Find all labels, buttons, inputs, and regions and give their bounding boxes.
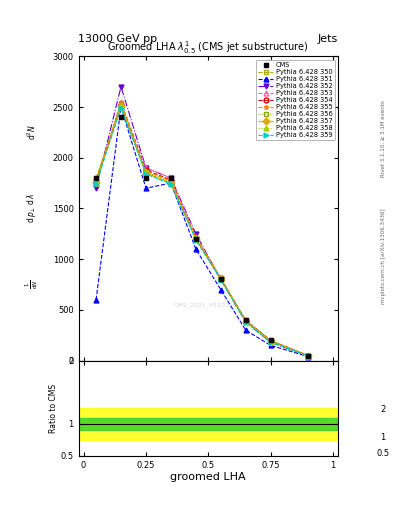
Text: 13000 GeV pp: 13000 GeV pp (78, 33, 158, 44)
Text: $\frac{1}{\mathrm{d}N}$: $\frac{1}{\mathrm{d}N}$ (24, 280, 40, 289)
Title: Groomed LHA $\lambda^{1}_{0.5}$ (CMS jet substructure): Groomed LHA $\lambda^{1}_{0.5}$ (CMS jet… (108, 39, 309, 56)
X-axis label: groomed LHA: groomed LHA (171, 472, 246, 482)
Text: $\mathrm{d}\,p_\perp\,\mathrm{d}\,\lambda$: $\mathrm{d}\,p_\perp\,\mathrm{d}\,\lambd… (26, 194, 39, 223)
Y-axis label: Ratio to CMS: Ratio to CMS (49, 383, 58, 433)
Bar (79, 408, 338, 440)
Text: Jets: Jets (318, 33, 338, 44)
Text: 1: 1 (380, 433, 386, 442)
Text: 2: 2 (380, 405, 386, 414)
Legend: CMS, Pythia 6.428 350, Pythia 6.428 351, Pythia 6.428 352, Pythia 6.428 353, Pyt: CMS, Pythia 6.428 350, Pythia 6.428 351,… (256, 60, 335, 140)
Text: CMS_2021_H192010...: CMS_2021_H192010... (173, 302, 243, 308)
Text: Rivet 3.1.10, ≥ 3.1M events: Rivet 3.1.10, ≥ 3.1M events (381, 100, 386, 177)
Bar (79, 418, 338, 430)
Text: 0.5: 0.5 (376, 449, 390, 458)
Text: mcplots.cern.ch [arXiv:1306.3436]: mcplots.cern.ch [arXiv:1306.3436] (381, 208, 386, 304)
Text: $\mathrm{d}^2N$: $\mathrm{d}^2N$ (26, 124, 38, 140)
